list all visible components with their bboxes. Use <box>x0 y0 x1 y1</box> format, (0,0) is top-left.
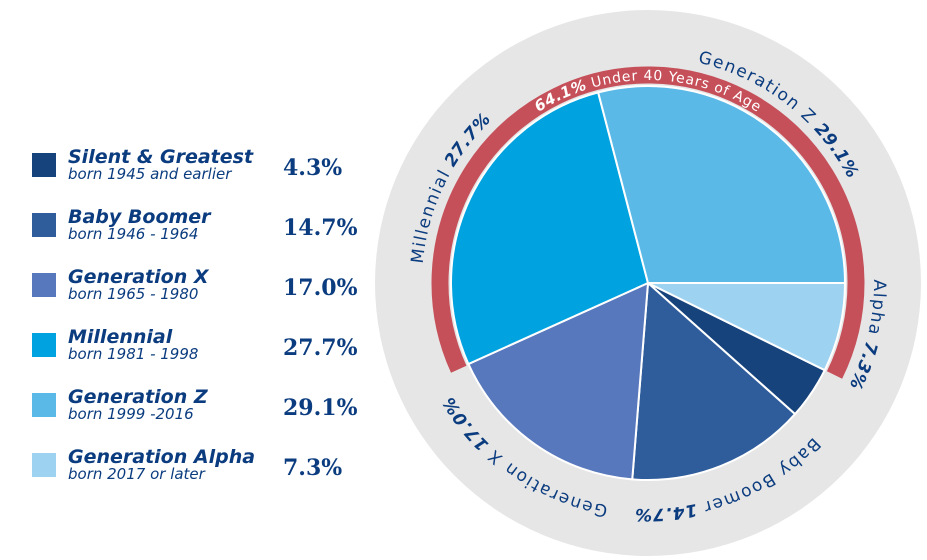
pie-slice <box>450 91 650 366</box>
pie-slice <box>631 280 797 481</box>
legend-value: 4.3% <box>283 155 342 181</box>
legend-swatch <box>32 453 56 477</box>
under-40-arc <box>431 66 865 379</box>
legend-subtitle: born 2017 or later <box>68 465 206 483</box>
legend-name: Millennial <box>68 326 173 348</box>
legend-swatch <box>32 213 56 237</box>
pie-slice <box>596 85 847 284</box>
legend-value: 14.7% <box>283 215 358 241</box>
legend-subtitle: born 1946 - 1964 <box>68 225 198 243</box>
legend-name: Generation X <box>68 266 210 288</box>
pie-slice <box>647 282 847 372</box>
legend-value: 27.7% <box>283 335 358 361</box>
legend-swatch <box>32 153 56 177</box>
legend-subtitle: born 1965 - 1980 <box>68 285 198 303</box>
legend-name: Baby Boomer <box>68 206 212 228</box>
legend-subtitle: born 1981 - 1998 <box>68 345 198 363</box>
legend-subtitle: born 1999 -2016 <box>68 405 194 423</box>
legend-swatch <box>32 393 56 417</box>
legend-name: Generation Alpha <box>68 446 255 468</box>
legend-name: Generation Z <box>68 386 209 408</box>
legend-value: 29.1% <box>283 395 358 421</box>
legend-value: 17.0% <box>283 275 358 301</box>
legend-subtitle: born 1945 and earlier <box>68 165 232 183</box>
legend-swatch <box>32 273 56 297</box>
legend-name: Silent & Greatest <box>68 146 254 168</box>
pie-slice <box>467 281 650 481</box>
legend-value: 7.3% <box>283 455 342 481</box>
legend-swatch <box>32 333 56 357</box>
